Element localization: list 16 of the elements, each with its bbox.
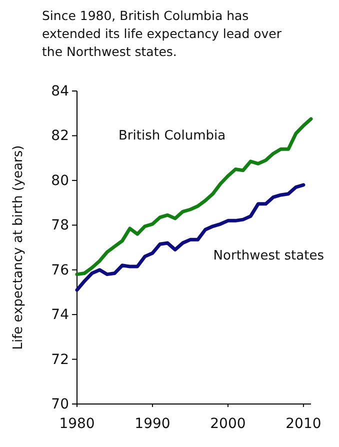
y-tick-label: 74 <box>51 307 70 324</box>
y-tick-label: 72 <box>51 352 69 368</box>
y-axis-title: Life expectancy at birth (years) <box>11 145 26 350</box>
y-tick-label: 76 <box>51 262 70 278</box>
x-tick-label: 2010 <box>286 416 322 432</box>
y-tick-label: 70 <box>51 396 69 412</box>
chart-title: Since 1980, British Columbia has extended its life expectancy lead over the Northwest states. <box>42 8 282 59</box>
y-tick-label: 82 <box>51 128 69 144</box>
x-tick-label: 1990 <box>134 416 170 432</box>
y-tick-label: 78 <box>51 218 69 234</box>
y-tick-label: 84 <box>51 83 70 100</box>
series-label: Northwest states <box>213 248 324 264</box>
x-tick-label: 1980 <box>59 416 95 432</box>
text: British Columbia <box>118 128 226 144</box>
x-tick-label: 2000 <box>210 416 246 432</box>
y-tick-label: 80 <box>51 172 69 189</box>
